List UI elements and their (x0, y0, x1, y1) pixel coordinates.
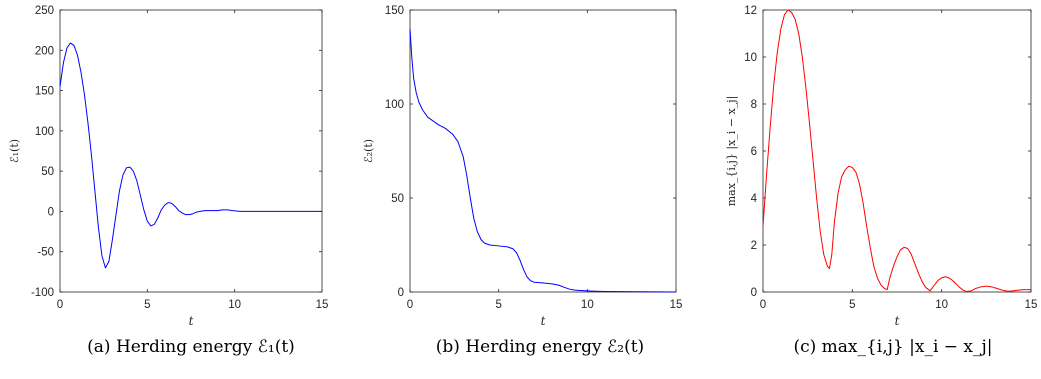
panel-caption: (a) Herding energy ℰ₁(t) (87, 337, 295, 357)
series-line (59, 42, 322, 269)
y-tick-label: 6 (751, 146, 757, 158)
x-tick-label: 10 (228, 299, 241, 311)
y-tick-label: 12 (744, 5, 757, 17)
y-tick-label: 8 (751, 99, 757, 111)
y-tick-label: 0 (48, 206, 54, 218)
x-axis-label: t (895, 314, 900, 328)
x-tick-label: 10 (935, 299, 948, 311)
y-tick-label: 150 (35, 86, 54, 98)
y-tick-label: -100 (31, 287, 54, 299)
y-tick-label: 200 (35, 45, 54, 57)
y-tick-label: 150 (385, 5, 404, 17)
chart-panel-a: 0 5 10 15 -100 -50 0 50 100 150 200 250 t ℰ₁(t) (a) He… (8, 5, 328, 357)
y-tick-label: 250 (35, 5, 54, 17)
x-axis-label: t (189, 314, 194, 328)
axes-box (762, 9, 1032, 293)
y-tick-label: 10 (744, 52, 757, 64)
y-tick-label: 4 (751, 193, 758, 205)
y-axis-label: max_{i,j} |x_i − x_j| (725, 96, 739, 207)
y-tick-label: 0 (751, 287, 757, 299)
panel-caption: (c) max_{i,j} |x_i − x_j| (793, 337, 992, 357)
series-line (409, 28, 677, 293)
x-tick-label: 0 (57, 299, 63, 311)
y-tick-label: -50 (37, 247, 54, 259)
y-tick-label: 100 (35, 126, 54, 138)
y-tick-label: 100 (385, 99, 404, 111)
chart-panel-c: 0 5 10 15 0 2 4 6 8 10 12 t max_{i,j} |x_i − x_j| (c)… (725, 5, 1037, 357)
x-tick-label: 5 (849, 299, 855, 311)
y-axis-label: ℰ₂(t) (362, 139, 375, 163)
y-tick-label: 0 (398, 287, 404, 299)
y-axis-label: ℰ₁(t) (8, 139, 21, 163)
axes-box (409, 9, 677, 293)
axes-box (59, 9, 323, 293)
x-tick-label: 15 (670, 299, 683, 311)
y-tick-label: 50 (41, 166, 54, 178)
x-tick-label: 5 (144, 299, 150, 311)
x-tick-label: 10 (581, 299, 594, 311)
x-tick-label: 0 (760, 299, 766, 311)
x-tick-label: 15 (316, 299, 329, 311)
panel-caption: (b) Herding energy ℰ₂(t) (436, 337, 644, 357)
y-tick-label: 2 (751, 240, 757, 252)
y-tick-label: 50 (391, 193, 404, 205)
x-axis-label: t (541, 314, 546, 328)
x-tick-label: 15 (1025, 299, 1038, 311)
x-tick-label: 0 (407, 299, 413, 311)
x-tick-label: 5 (495, 299, 501, 311)
series-line (762, 9, 1031, 293)
